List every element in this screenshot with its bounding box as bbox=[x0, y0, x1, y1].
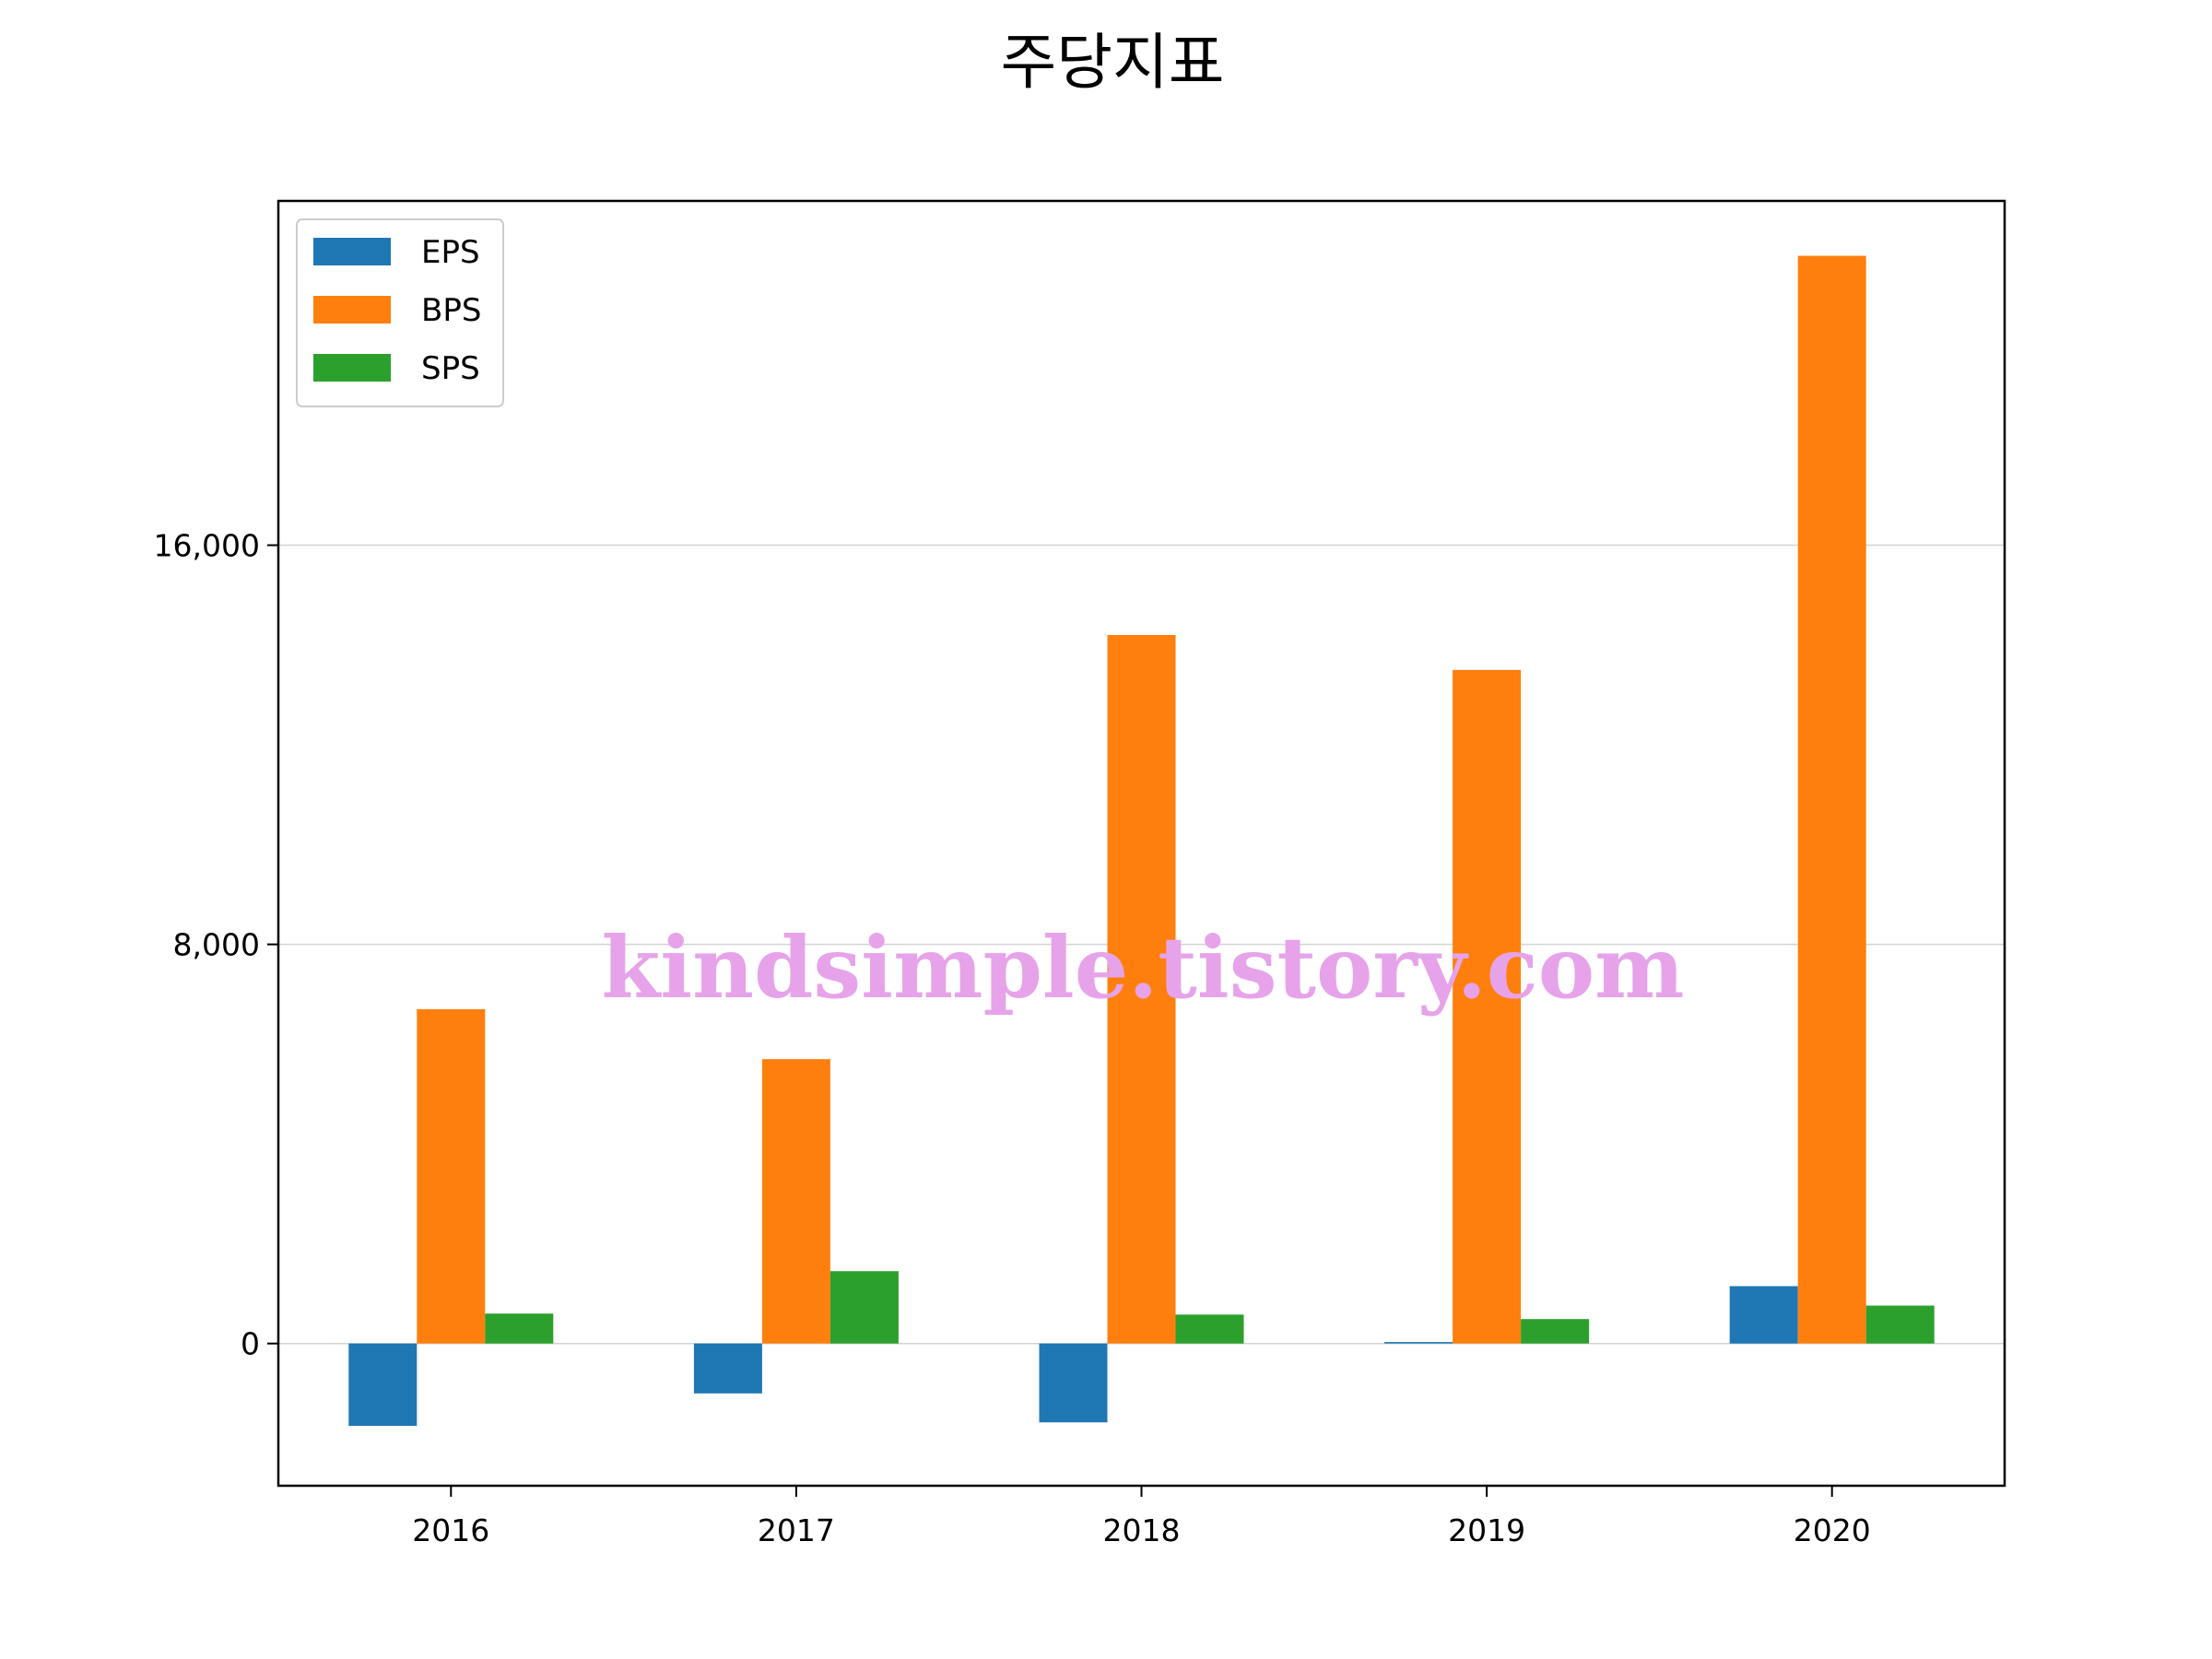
x-tick-label-2017: 2017 bbox=[758, 1512, 835, 1548]
bar-sps-2019 bbox=[1521, 1319, 1590, 1344]
bar-bps-2018 bbox=[1107, 634, 1176, 1344]
bar-bps-2020 bbox=[1797, 255, 1866, 1344]
y-tick-label-0: 0 bbox=[241, 1326, 260, 1362]
bar-eps-2018 bbox=[1039, 1343, 1108, 1423]
bar-sps-2016 bbox=[485, 1313, 554, 1344]
bar-eps-2019 bbox=[1384, 1342, 1453, 1344]
legend-label-bps: BPS bbox=[421, 292, 481, 329]
bar-sps-2018 bbox=[1175, 1314, 1244, 1344]
bar-bps-2016 bbox=[417, 1009, 486, 1344]
plot-frame bbox=[276, 199, 2006, 1488]
bar-bps-2019 bbox=[1453, 669, 1522, 1344]
x-tick-label-2020: 2020 bbox=[1794, 1512, 1871, 1548]
x-tick-label-2018: 2018 bbox=[1103, 1512, 1181, 1548]
bar-eps-2016 bbox=[348, 1343, 418, 1427]
y-tick-label-16-000: 16,000 bbox=[154, 528, 260, 564]
bar-eps-2020 bbox=[1729, 1286, 1798, 1344]
legend-label-eps: EPS bbox=[421, 234, 480, 271]
axis-layer: 0 8,000 16,000 2016 2017 2018 2019 2020 bbox=[154, 199, 2006, 1548]
bar-bps-2017 bbox=[761, 1059, 830, 1344]
chart-title: 주당지표 bbox=[1001, 27, 1225, 98]
bar-sps-2017 bbox=[830, 1271, 899, 1344]
bar-eps-2017 bbox=[693, 1343, 762, 1394]
legend: EPS BPS SPS bbox=[296, 218, 504, 407]
legend-swatch-bps bbox=[313, 296, 391, 324]
bar-sps-2020 bbox=[1865, 1305, 1935, 1344]
x-tick-label-2019: 2019 bbox=[1448, 1512, 1525, 1548]
legend-swatch-eps bbox=[313, 238, 391, 265]
bar-layer bbox=[348, 255, 1935, 1427]
legend-swatch-sps bbox=[313, 354, 391, 382]
watermark-text: kindsimple.tistory.com bbox=[601, 918, 1684, 1018]
legend-label-sps: SPS bbox=[421, 350, 480, 387]
x-tick-label-2016: 2016 bbox=[412, 1512, 489, 1548]
y-tick-label-8-000: 8,000 bbox=[173, 927, 260, 963]
